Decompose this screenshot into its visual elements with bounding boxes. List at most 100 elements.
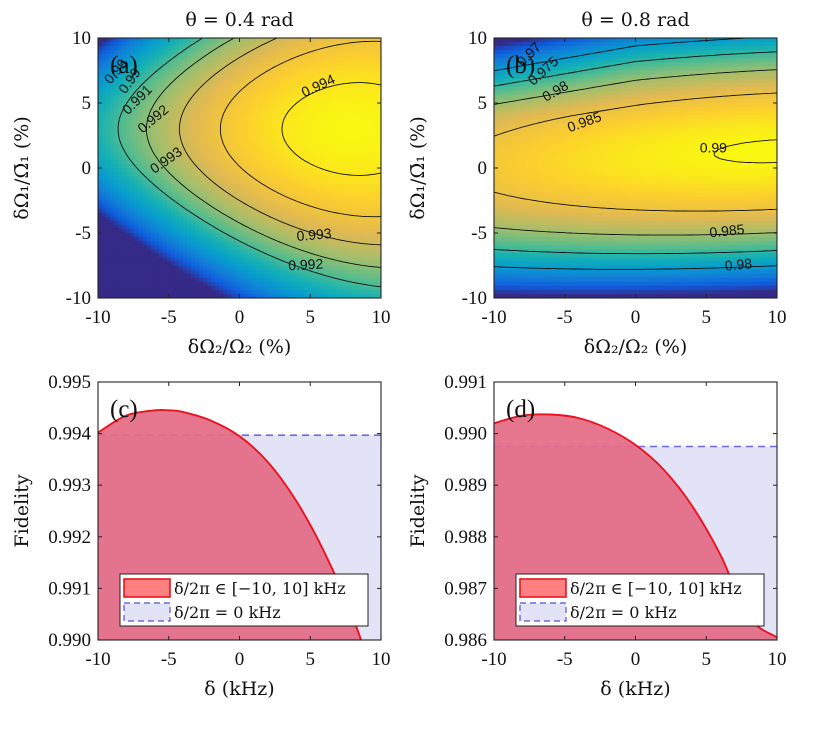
- heatmap-cell: [150, 277, 156, 283]
- heatmap-cell: [288, 74, 293, 80]
- heatmap-cell: [356, 253, 362, 258]
- heatmap-cell: [114, 139, 119, 145]
- heatmap-cell: [158, 204, 164, 210]
- heatmap-cell: [364, 103, 370, 108]
- heatmap-cell: [102, 78, 107, 84]
- heatmap-cell: [279, 66, 285, 72]
- heatmap-cell: [263, 103, 269, 108]
- heatmap-cell: [170, 293, 176, 298]
- heatmap-cell: [223, 147, 228, 153]
- heatmap-cell: [223, 151, 228, 157]
- heatmap-cell: [195, 127, 200, 133]
- heatmap-cell: [190, 228, 196, 234]
- heatmap-cell: [340, 86, 346, 92]
- heatmap-cell: [304, 285, 309, 291]
- heatmap-cell: [312, 233, 317, 238]
- heatmap-cell: [312, 216, 317, 222]
- heatmap-cell: [336, 127, 342, 133]
- heatmap-cell: [300, 38, 305, 43]
- heatmap-cell: [138, 131, 144, 137]
- heatmap-cell: [271, 241, 277, 246]
- heatmap-cell: [336, 143, 342, 149]
- heatmap-cell: [263, 269, 269, 275]
- heatmap-cell: [312, 151, 317, 157]
- heatmap-cell: [138, 38, 144, 43]
- heatmap-cell: [231, 172, 237, 177]
- heatmap-cell: [312, 78, 317, 84]
- heatmap-cell: [207, 233, 212, 238]
- heatmap-cell: [494, 180, 499, 185]
- heatmap-cell: [207, 139, 212, 145]
- heatmap-cell: [227, 139, 233, 145]
- heatmap-cell: [203, 155, 208, 161]
- heatmap-cell: [304, 66, 309, 72]
- heatmap-cell: [328, 78, 334, 84]
- heatmap-cell: [186, 168, 192, 173]
- heatmap-cell: [251, 98, 257, 104]
- heatmap-cell: [267, 273, 273, 279]
- heatmap-cell: [178, 228, 184, 234]
- heatmap-cell: [207, 281, 212, 287]
- heatmap-cell: [126, 58, 131, 63]
- heatmap-cell: [502, 143, 507, 149]
- heatmap-cell: [344, 66, 350, 72]
- heatmap-cell: [150, 159, 156, 165]
- heatmap-cell: [178, 163, 184, 169]
- heatmap-cell: [320, 78, 325, 84]
- heatmap-cell: [130, 168, 135, 173]
- heatmap-cell: [102, 180, 107, 185]
- heatmap-cell: [372, 253, 378, 258]
- heatmap-cell: [146, 289, 152, 295]
- heatmap-cell: [292, 143, 297, 149]
- heatmap-cell: [340, 212, 346, 218]
- heatmap-cell: [506, 241, 511, 246]
- heatmap-cell: [356, 192, 362, 198]
- heatmap-cell: [283, 82, 289, 88]
- heatmap-cell: [300, 285, 305, 291]
- heatmap-cell: [296, 107, 301, 112]
- heatmap-cell: [356, 86, 362, 92]
- heatmap-cell: [364, 176, 370, 181]
- heatmap-cell: [199, 147, 204, 153]
- heatmap-cell: [372, 155, 378, 161]
- heatmap-cell: [296, 74, 301, 80]
- heatmap-cell: [279, 94, 285, 100]
- heatmap-cell: [211, 192, 216, 198]
- heatmap-cell: [292, 269, 297, 275]
- heatmap-cell: [356, 147, 362, 153]
- heatmap-cell: [259, 172, 265, 177]
- heatmap-cell: [502, 159, 507, 165]
- heatmap-cell: [199, 70, 204, 76]
- heatmap-cell: [324, 163, 330, 169]
- heatmap-cell: [368, 184, 374, 189]
- heatmap-cell: [150, 212, 156, 218]
- heatmap-cell: [247, 90, 253, 96]
- heatmap-cell: [267, 155, 273, 161]
- heatmap-cell: [235, 139, 241, 145]
- heatmap-cell: [498, 253, 503, 258]
- heatmap-cell: [199, 115, 204, 120]
- heatmap-cell: [102, 261, 107, 267]
- heatmap-cell: [219, 273, 224, 279]
- heatmap-cell: [146, 224, 152, 230]
- heatmap-cell: [340, 66, 346, 72]
- heatmap-cell: [494, 147, 499, 153]
- heatmap-cell: [271, 135, 277, 141]
- heatmap-cell: [134, 277, 140, 283]
- heatmap-cell: [292, 62, 297, 68]
- heatmap-cell: [356, 62, 362, 68]
- heatmap-cell: [368, 204, 374, 210]
- heatmap-cell: [271, 58, 277, 63]
- x-tick-label: 10: [372, 307, 391, 328]
- heatmap-cell: [506, 220, 511, 226]
- heatmap-cell: [376, 143, 381, 149]
- heatmap-cell: [344, 196, 350, 202]
- heatmap-cell: [518, 249, 523, 254]
- heatmap-cell: [223, 78, 228, 84]
- heatmap-cell: [352, 90, 358, 96]
- heatmap-cell: [114, 277, 119, 283]
- heatmap-cell: [150, 245, 156, 250]
- heatmap-cell: [223, 176, 228, 181]
- heatmap-cell: [324, 237, 330, 242]
- contour-line: [219, 40, 381, 218]
